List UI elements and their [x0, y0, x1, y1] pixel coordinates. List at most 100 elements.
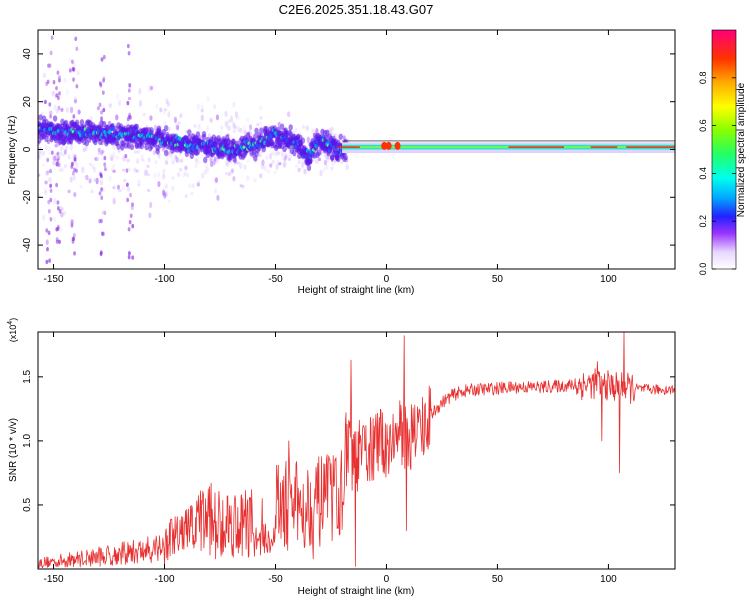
heatmap-noise-cell	[206, 96, 210, 102]
colorbar-gradient	[711, 29, 737, 270]
spectrogram-x-tick-label: 50	[492, 274, 504, 285]
heatmap-streak-cell	[125, 168, 129, 173]
heatmap-streak-cell	[75, 46, 79, 52]
heatmap-noise-cell	[283, 155, 288, 160]
heatmap-noise-cell	[49, 110, 53, 115]
heatmap-band-cell	[144, 143, 149, 151]
heatmap-noise-cell	[326, 156, 330, 163]
heatmap-noise-cell	[58, 168, 63, 173]
heatmap-noise-cell	[246, 159, 250, 163]
snr-scale-factor: (x104)	[7, 318, 18, 342]
heatmap-band-cell	[187, 129, 192, 136]
heatmap-noise-cell	[52, 160, 56, 166]
heatmap-streak-cell	[100, 231, 104, 236]
heatmap-noise-cell	[306, 136, 310, 143]
heatmap-noise-cell	[127, 167, 132, 171]
heatmap-noise-cell	[130, 205, 135, 211]
snr-series-line	[38, 332, 675, 569]
heatmap-band-cell	[338, 133, 343, 140]
heatmap-band-cell	[282, 145, 287, 153]
heatmap-noise-cell	[212, 104, 217, 110]
heatmap-noise-cell	[322, 166, 326, 173]
heatmap-noise-cell	[200, 114, 204, 122]
heatmap-noise-cell	[153, 172, 157, 179]
heatmap-noise-cell	[157, 181, 161, 188]
heatmap-noise-cell	[330, 126, 334, 131]
heatmap-noise-cell	[157, 153, 161, 159]
heatmap-noise-cell	[162, 168, 166, 174]
heatmap-noise-cell	[54, 158, 58, 163]
heatmap-noise-cell	[146, 164, 150, 168]
heatmap-noise-cell	[146, 173, 150, 177]
heatmap-noise-cell	[44, 180, 48, 185]
heatmap-band-cell	[129, 143, 135, 151]
heatmap-streak-cell	[57, 95, 60, 101]
heatmap-noise-cell	[315, 128, 319, 135]
heatmap-band-cell	[343, 154, 348, 161]
heatmap-noise-cell	[167, 111, 171, 118]
heatmap-noise-cell	[227, 171, 232, 177]
heatmap-noise-cell	[93, 167, 97, 173]
heatmap-noise-cell	[209, 118, 213, 123]
heatmap-noise-cell	[212, 160, 216, 166]
heatmap-noise-cell	[94, 157, 98, 161]
heatmap-noise-cell	[47, 170, 51, 174]
heatmap-noise-cell	[210, 163, 215, 167]
heatmap-streak-cell	[98, 191, 102, 196]
heatmap-noise-cell	[110, 157, 114, 161]
figure-title: C2E6.2025.351.18.43.G07	[279, 2, 434, 17]
heatmap-streak-cell	[55, 93, 59, 98]
heatmap-noise-cell	[155, 103, 159, 110]
heatmap-noise-cell	[165, 98, 169, 105]
heatmap-noise-cell	[259, 173, 263, 179]
heatmap-band-cell	[300, 137, 306, 144]
heatmap-noise-cell	[214, 177, 219, 183]
heatmap-noise-cell	[297, 160, 301, 165]
heatmap-noise-cell	[145, 169, 149, 176]
heatmap-noise-cell	[149, 115, 153, 121]
heatmap-noise-cell	[283, 158, 287, 162]
heatmap-noise-cell	[117, 149, 121, 153]
heatmap-noise-cell	[295, 164, 299, 168]
heatmap-noise-cell	[109, 154, 113, 160]
heatmap-streak-cell	[102, 54, 106, 60]
heatmap-streak-cell	[70, 161, 74, 167]
heatmap-streak-cell	[126, 197, 130, 203]
heatmap-band-cell	[201, 130, 207, 138]
heatmap-streak-cell	[126, 100, 130, 106]
heatmap-streak-cell	[131, 223, 135, 229]
heatmap-noise-cell	[69, 106, 74, 114]
heatmap-noise-cell	[205, 125, 210, 132]
heatmap-noise-cell	[65, 89, 70, 96]
heatmap-noise-cell	[133, 167, 137, 173]
spectrogram-y-tick-label: 20	[22, 96, 33, 108]
heatmap-noise-cell	[152, 149, 156, 154]
heatmap-noise-cell	[152, 151, 157, 156]
heatmap-noise-cell	[110, 166, 115, 173]
heatmap-noise-cell	[297, 159, 302, 165]
heatmap-noise-cell	[140, 154, 144, 162]
heatmap-noise-cell	[121, 168, 126, 172]
heatmap-noise-cell	[287, 111, 291, 118]
heatmap-noise-cell	[287, 158, 292, 161]
heatmap-noise-cell	[57, 75, 62, 80]
heatmap-band-cell	[306, 164, 312, 172]
heatmap-noise-cell	[137, 180, 141, 184]
heatmap-streak-cell	[46, 247, 49, 252]
heatmap-streak-cell	[48, 63, 52, 68]
heatmap-streak-cell	[101, 90, 105, 95]
heatmap-noise-cell	[67, 189, 71, 194]
snr-y-tick-label: 0.5	[22, 498, 33, 512]
colorbar-label: Normalized spectral amplitude	[736, 82, 747, 217]
heatmap-noise-cell	[133, 150, 137, 154]
heatmap-noise-cell	[306, 136, 310, 143]
heatmap-noise-cell	[200, 104, 204, 110]
heatmap-noise-cell	[65, 107, 69, 113]
heatmap-band-cell	[231, 138, 236, 146]
heatmap-noise-cell	[60, 207, 64, 211]
heatmap-noise-cell	[188, 183, 192, 189]
spectrogram-x-tick-label: -150	[44, 274, 64, 285]
heatmap-noise-cell	[311, 128, 315, 136]
heatmap-stable-blob	[385, 141, 392, 150]
snr-x-label: Height of straight line (km)	[298, 586, 415, 597]
